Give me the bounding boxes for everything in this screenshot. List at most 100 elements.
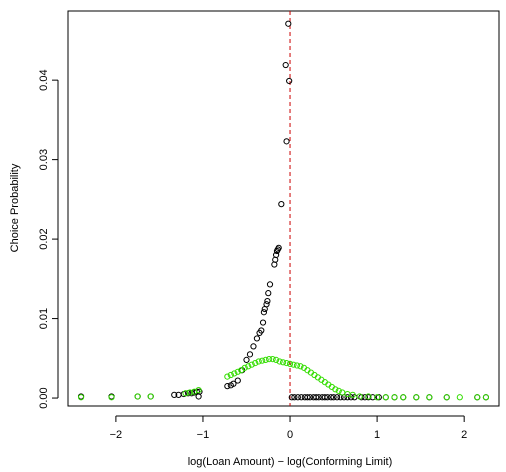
x-tick-label: 1 xyxy=(374,429,380,441)
y-axis-label: Choice Probability xyxy=(9,163,21,252)
y-tick-label: 0.01 xyxy=(38,308,50,329)
data-point xyxy=(234,368,241,375)
data-point xyxy=(324,394,331,401)
data-point xyxy=(272,251,280,259)
data-point xyxy=(482,394,490,401)
data-point xyxy=(349,391,356,398)
data-point xyxy=(294,394,301,401)
data-point xyxy=(259,357,266,364)
y-tick-label: 0.04 xyxy=(38,69,50,90)
data-point xyxy=(255,358,262,365)
x-tick-label: 2 xyxy=(461,429,467,441)
data-point xyxy=(234,377,241,384)
data-point xyxy=(230,380,237,387)
data-point xyxy=(285,20,292,27)
data-point xyxy=(253,335,261,342)
data-point xyxy=(259,319,267,326)
data-point xyxy=(77,394,85,401)
data-point xyxy=(297,363,304,370)
data-point xyxy=(108,394,115,401)
data-point xyxy=(288,394,295,401)
data-point xyxy=(344,390,351,398)
data-point xyxy=(171,391,178,398)
data-point xyxy=(313,394,320,401)
data-point xyxy=(260,309,268,316)
data-point xyxy=(291,394,298,401)
data-point xyxy=(275,244,282,251)
y-tick-label: 0.03 xyxy=(38,149,50,170)
x-tick-label: −2 xyxy=(110,429,123,441)
x-axis-label: log(Loan Amount) − log(Conforming Limit) xyxy=(188,456,393,468)
y-tick-label: 0.02 xyxy=(38,228,50,249)
data-point xyxy=(456,394,463,401)
data-point xyxy=(443,394,450,401)
data-point xyxy=(374,394,381,401)
data-point xyxy=(231,370,238,377)
data-point xyxy=(266,356,273,363)
data-point xyxy=(269,356,276,363)
data-point xyxy=(327,394,335,401)
data-point xyxy=(321,394,328,401)
y-axis: 0.00 0.01 0.02 0.03 0.04 xyxy=(38,69,59,409)
series-2 xyxy=(77,356,490,401)
data-point xyxy=(278,201,285,208)
data-point xyxy=(264,297,271,305)
data-point xyxy=(315,394,322,401)
data-point xyxy=(413,394,420,401)
data-point xyxy=(147,393,154,400)
data-point xyxy=(272,356,280,364)
data-point xyxy=(333,394,341,401)
data-point xyxy=(262,356,269,364)
data-point xyxy=(330,394,337,401)
y-tick-label: 0.00 xyxy=(38,387,50,408)
data-point xyxy=(283,138,290,145)
x-tick-label: 0 xyxy=(287,429,293,441)
data-point xyxy=(265,290,272,297)
data-point xyxy=(248,361,255,368)
data-point xyxy=(279,359,287,366)
data-point xyxy=(224,383,231,390)
data-point xyxy=(382,394,389,401)
data-point xyxy=(365,393,372,400)
data-point xyxy=(276,358,283,365)
x-tick-label: −1 xyxy=(197,429,210,441)
data-point xyxy=(344,394,351,401)
data-point xyxy=(243,356,250,364)
data-point xyxy=(224,373,231,380)
data-point xyxy=(241,364,248,371)
data-point xyxy=(426,394,433,401)
data-point xyxy=(332,386,339,393)
data-point xyxy=(258,327,265,334)
data-point xyxy=(306,394,314,401)
data-point xyxy=(356,393,363,400)
points-layer xyxy=(77,20,490,401)
series-1 xyxy=(77,20,490,401)
data-point xyxy=(400,394,407,401)
data-point xyxy=(335,387,342,394)
data-point xyxy=(252,359,259,367)
data-point xyxy=(245,363,252,370)
data-point xyxy=(195,393,202,400)
data-point xyxy=(182,390,189,397)
data-point xyxy=(290,361,297,368)
data-point xyxy=(283,359,290,367)
plot-frame xyxy=(67,10,500,407)
data-point xyxy=(266,281,274,288)
data-point xyxy=(263,301,270,308)
data-point xyxy=(195,387,202,394)
data-point xyxy=(293,362,301,369)
data-point xyxy=(134,393,141,400)
data-point xyxy=(250,343,257,350)
data-point xyxy=(474,394,481,401)
data-point xyxy=(246,351,254,358)
data-point xyxy=(286,77,293,85)
data-point xyxy=(286,360,294,367)
x-axis: −2 −1 0 1 2 xyxy=(110,415,467,441)
data-point xyxy=(391,394,398,401)
data-point xyxy=(369,394,376,401)
data-point xyxy=(375,394,382,401)
data-point xyxy=(304,394,311,401)
data-point xyxy=(298,394,305,401)
data-point xyxy=(282,61,289,69)
